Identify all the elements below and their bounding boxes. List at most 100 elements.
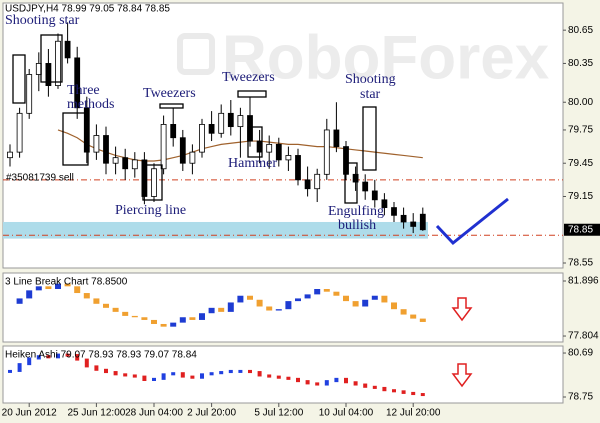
- pattern-box: [159, 103, 184, 109]
- x-tick-label: 20 Jun 2012: [2, 408, 57, 419]
- y-tick-label: 80.35: [568, 58, 593, 69]
- candle-body: [285, 155, 292, 161]
- x-tick-label: 5 Jul 12:00: [254, 408, 303, 419]
- ha-bar: [190, 375, 195, 379]
- candle-body: [112, 157, 119, 164]
- brick: [112, 307, 119, 312]
- candle-body: [304, 179, 311, 190]
- brick: [74, 286, 81, 294]
- x-tick-label: 25 Jun 12:00: [67, 408, 125, 419]
- brick: [55, 283, 61, 290]
- brick: [333, 291, 340, 296]
- ha-bar: [104, 368, 108, 374]
- watermark: RoboForex: [222, 23, 550, 92]
- brick: [362, 299, 369, 307]
- candle-body: [381, 199, 388, 208]
- x-tick-label: 12 Jul 20:00: [386, 408, 441, 419]
- brick: [227, 302, 234, 312]
- candle-body: [151, 168, 157, 197]
- y-tick-label: 80.65: [568, 25, 593, 36]
- brick: [93, 298, 100, 304]
- candle-body: [74, 57, 81, 109]
- ha-bar: [305, 380, 310, 385]
- candle-body: [16, 112, 23, 153]
- window-band: [3, 221, 428, 239]
- y-tick-label: 77.804: [568, 331, 599, 342]
- pattern-box: [247, 126, 263, 158]
- brick: [208, 307, 215, 314]
- candle-body: [323, 129, 330, 175]
- ha-bar: [248, 369, 252, 374]
- candle-body: [131, 159, 138, 170]
- brick: [295, 298, 301, 302]
- candle-body: [371, 190, 378, 201]
- annotation: Engulfing: [328, 204, 384, 219]
- brick: [247, 295, 253, 300]
- candle-body: [343, 146, 349, 175]
- ha-bar: [36, 355, 41, 360]
- order-label: #35081739 sell: [6, 173, 74, 184]
- candle-body: [295, 155, 301, 181]
- candle-body: [160, 124, 167, 170]
- pattern-box: [12, 54, 26, 104]
- ha-bar: [123, 373, 128, 377]
- y-tick-label: 79.15: [568, 191, 593, 202]
- ha-bar: [334, 377, 339, 383]
- watermark-logo: [177, 33, 215, 75]
- candle-body: [83, 107, 90, 153]
- candle-body: [199, 124, 205, 153]
- ha-bar: [401, 390, 406, 394]
- ha-bar: [315, 382, 320, 386]
- check-mark: [435, 197, 509, 246]
- x-tick-label: 10 Jul 04:00: [319, 408, 374, 419]
- annotation: Shooting: [345, 72, 396, 87]
- ha-bar: [94, 365, 99, 371]
- annotation: Tweezers: [222, 70, 275, 85]
- ha-bar: [372, 385, 377, 389]
- annotation: bullish: [338, 218, 376, 233]
- ha-bar: [142, 375, 147, 381]
- ha-bar: [344, 377, 348, 384]
- brick: [237, 295, 244, 303]
- ha-bar: [152, 377, 156, 381]
- candle-body: [266, 143, 273, 153]
- ha-bar: [411, 391, 416, 396]
- candle-body: [26, 74, 33, 114]
- brick: [381, 295, 388, 303]
- candle-body: [237, 115, 244, 128]
- ha-bar: [171, 372, 176, 376]
- candle-body: [352, 173, 359, 183]
- ha-bar: [209, 372, 214, 376]
- brick: [64, 283, 71, 287]
- candle-body: [391, 207, 397, 216]
- candle-body: [227, 112, 234, 128]
- pattern-box: [362, 106, 377, 171]
- ha-bar: [353, 381, 358, 386]
- brick: [160, 323, 167, 327]
- brick: [391, 302, 397, 310]
- candle-body: [179, 137, 186, 164]
- annotation: Three: [67, 83, 100, 98]
- ha-bar: [420, 393, 425, 397]
- brick: [45, 286, 52, 290]
- brick: [199, 313, 205, 320]
- ha-bar: [161, 373, 166, 380]
- candle-body: [189, 151, 196, 164]
- down-arrow: [451, 363, 473, 388]
- candle-body: [333, 129, 340, 147]
- candle-body: [64, 40, 71, 59]
- ha-bar: [8, 369, 12, 373]
- brick: [314, 289, 321, 295]
- brick: [131, 315, 138, 318]
- ha-bar: [17, 363, 22, 372]
- brick: [266, 306, 273, 311]
- ha-bar: [276, 375, 281, 379]
- brick: [35, 286, 42, 291]
- brick: [410, 314, 417, 319]
- last-price-label: 78.85: [568, 224, 593, 235]
- pattern-box: [142, 164, 163, 201]
- brick: [218, 307, 225, 312]
- y-tick-label: 78.55: [568, 258, 593, 269]
- ha-bar: [257, 371, 262, 377]
- brick: [26, 290, 33, 299]
